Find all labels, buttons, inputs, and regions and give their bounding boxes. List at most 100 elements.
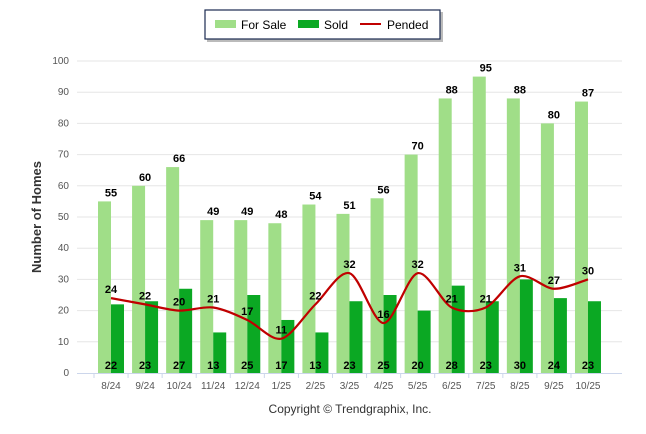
legend-swatch-for-sale[interactable]: [215, 20, 236, 28]
x-tick-label: 8/24: [101, 381, 121, 392]
label-sold: 23: [139, 360, 151, 372]
bar-for-sale: [540, 123, 554, 374]
label-for-sale: 60: [139, 172, 151, 184]
bar-for-sale: [132, 185, 146, 373]
legend-label-for-sale[interactable]: For Sale: [241, 18, 287, 32]
label-pended: 30: [582, 265, 594, 277]
label-pended: 17: [241, 306, 253, 318]
label-pended: 21: [207, 293, 219, 305]
label-pended: 11: [276, 325, 288, 337]
bar-for-sale: [472, 76, 486, 373]
label-for-sale: 80: [548, 109, 560, 121]
legend-label-pended[interactable]: Pended: [387, 18, 428, 32]
bar-sold: [587, 301, 601, 373]
label-sold: 23: [343, 360, 355, 372]
label-pended: 22: [309, 290, 321, 302]
bars: [98, 76, 601, 374]
x-tick-label: 11/24: [201, 381, 226, 392]
bar-sold: [213, 332, 227, 373]
data-labels: 55 22 24 60 23 22 66 27 20 49 13 21 49 25 17 48 17 11 54 13…: [105, 63, 594, 372]
label-sold: 22: [105, 360, 117, 372]
label-for-sale: 54: [309, 191, 322, 203]
bar-sold: [451, 285, 465, 373]
legend-swatch-sold[interactable]: [298, 20, 319, 28]
label-for-sale: 55: [105, 187, 117, 199]
label-for-sale: 88: [446, 84, 458, 96]
pended-line: [110, 272, 589, 340]
label-sold: 30: [514, 360, 526, 372]
bar-sold: [349, 301, 363, 373]
bar-sold: [553, 298, 567, 373]
label-sold: 13: [309, 360, 321, 372]
y-tick-label: 100: [52, 56, 69, 67]
copyright: Copyright © Trendgraphix, Inc.: [269, 402, 432, 416]
y-tick-label: 80: [58, 118, 70, 129]
y-tick-label: 20: [58, 306, 70, 317]
label-pended: 21: [446, 293, 458, 305]
label-sold: 13: [207, 360, 219, 372]
label-sold: 20: [412, 360, 424, 372]
bar-sold: [485, 301, 499, 373]
bar-for-sale: [438, 98, 452, 373]
y-axis-ticks: 0 10 20 30 40 50 60 70 80 90 100: [52, 56, 69, 379]
x-tick-label: 1/25: [272, 381, 292, 392]
bar-for-sale: [506, 98, 520, 373]
bar-sold: [247, 295, 261, 373]
label-for-sale: 49: [207, 206, 219, 218]
label-pended: 22: [139, 290, 151, 302]
bar-sold: [519, 279, 533, 373]
bar-for-sale: [370, 198, 384, 373]
legend-box: [204, 9, 441, 40]
x-tick-label: 9/24: [135, 381, 155, 392]
bar-for-sale: [404, 154, 418, 373]
y-tick-label: 10: [58, 337, 70, 348]
bar-for-sale: [166, 167, 180, 373]
label-for-sale: 51: [343, 200, 355, 212]
label-pended: 24: [105, 284, 118, 296]
bar-sold: [315, 332, 329, 373]
bar-for-sale: [268, 223, 282, 373]
y-tick-label: 40: [58, 243, 70, 254]
label-sold: 28: [446, 360, 458, 372]
label-for-sale: 49: [241, 206, 253, 218]
bar-for-sale: [98, 201, 111, 373]
label-for-sale: 56: [377, 184, 389, 196]
x-tick-label: 10/24: [167, 381, 192, 392]
x-axis-ticks: 8/24 9/24 10/24 11/24 12/24 1/25 2/25 3/25 4/25 5…: [93, 373, 601, 392]
label-pended: 32: [412, 259, 424, 271]
bar-sold: [111, 304, 124, 373]
x-tick-label: 6/25: [442, 381, 462, 392]
bar-sold: [145, 301, 159, 373]
y-axis-title: Number of Homes: [29, 161, 44, 273]
y-tick-label: 50: [58, 212, 70, 223]
label-for-sale: 66: [173, 153, 185, 165]
y-tick-label: 70: [58, 150, 70, 161]
label-sold: 25: [377, 360, 389, 372]
label-sold: 24: [548, 360, 561, 372]
bar-for-sale: [574, 101, 588, 373]
label-sold: 17: [275, 360, 287, 372]
x-tick-label: 12/24: [235, 381, 260, 392]
bar-for-sale: [336, 213, 350, 373]
label-pended: 20: [173, 297, 185, 309]
label-for-sale: 88: [514, 84, 526, 96]
label-sold: 23: [582, 360, 594, 372]
label-for-sale: 48: [275, 209, 287, 221]
label-for-sale: 70: [412, 141, 424, 153]
x-tick-label: 4/25: [374, 381, 394, 392]
x-tick-label: 9/25: [544, 381, 564, 392]
bar-for-sale: [302, 204, 316, 373]
x-tick-label: 5/25: [408, 381, 428, 392]
label-pended: 21: [480, 293, 492, 305]
y-tick-label: 0: [63, 368, 69, 379]
label-pended: 16: [377, 309, 389, 321]
x-tick-label: 3/25: [340, 381, 360, 392]
legend: For Sale Sold Pended: [204, 9, 443, 42]
legend-label-sold[interactable]: Sold: [324, 18, 348, 32]
x-tick-label: 7/25: [476, 381, 496, 392]
label-pended: 32: [343, 259, 355, 271]
bar-for-sale: [200, 220, 214, 373]
x-tick-label: 8/25: [510, 381, 530, 392]
x-tick-label: 2/25: [306, 381, 326, 392]
